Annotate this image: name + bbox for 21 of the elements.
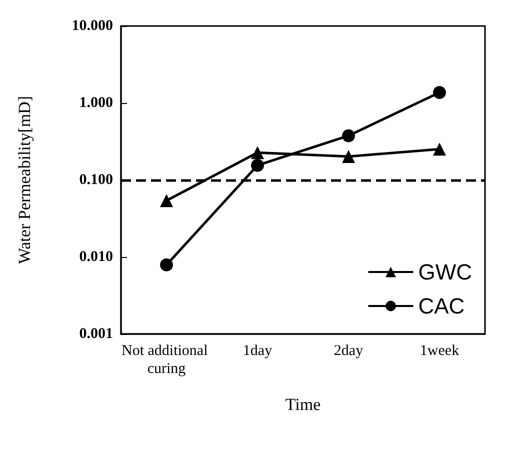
point: [160, 194, 173, 208]
y-tick-label: 0.010: [79, 249, 113, 265]
y-axis-title: Water Permeability[mD]: [15, 96, 34, 264]
point: [342, 150, 355, 163]
x-axis-title: Time: [285, 395, 321, 414]
point: [342, 129, 355, 142]
point: [160, 258, 173, 272]
y-tick-label: 0.001: [79, 326, 113, 342]
point: [433, 142, 446, 156]
x-tick-label: 2day: [334, 343, 364, 359]
legend-label: GWC: [418, 260, 472, 284]
y-tick-label: 1.000: [79, 95, 113, 111]
x-tick-label: 1day: [242, 343, 273, 359]
legend-label: CAC: [418, 294, 465, 318]
point: [251, 158, 264, 172]
y-tick-label: 10.000: [72, 18, 113, 34]
x-tick-label: 1week: [420, 343, 460, 359]
x-tick-label: Not additional curing: [122, 343, 212, 377]
y-tick-label: 0.100: [79, 172, 113, 188]
point: [251, 146, 264, 160]
point: [433, 86, 446, 99]
